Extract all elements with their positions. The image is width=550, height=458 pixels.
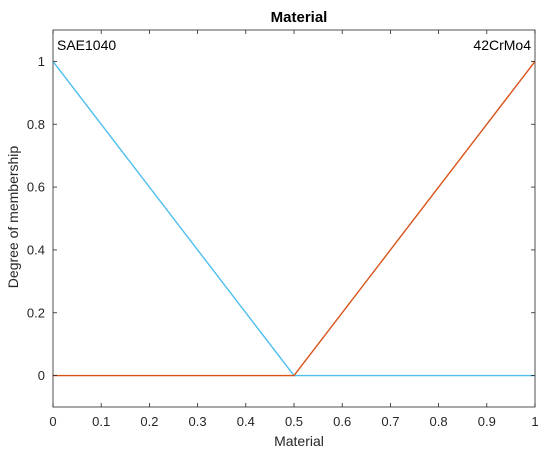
x-tick-label: 0.1 xyxy=(92,414,110,429)
y-axis-label: Degree of membership xyxy=(5,146,21,289)
mf-label-42crmo4: 42CrMo4 xyxy=(473,37,531,53)
y-tick-label: 1 xyxy=(38,54,45,69)
x-tick-label: 0.3 xyxy=(189,414,207,429)
series-line-42crmo4 xyxy=(53,60,536,377)
x-tick-label: 0.4 xyxy=(237,414,255,429)
x-tick-label: 0.5 xyxy=(285,414,303,429)
y-tick-label: 0 xyxy=(38,368,45,383)
y-tick-label: 0.8 xyxy=(27,117,45,132)
axes-box xyxy=(52,29,536,408)
y-tick-label: 0.4 xyxy=(27,242,45,257)
x-tick-label: 0.9 xyxy=(478,414,496,429)
x-tick-label: 0 xyxy=(49,414,56,429)
x-tick-label: 0.2 xyxy=(140,414,158,429)
x-tick-label: 0.6 xyxy=(333,414,351,429)
chart-title: Material xyxy=(271,9,328,26)
y-tick-label: 0.6 xyxy=(27,180,45,195)
x-axis-label: Material xyxy=(274,433,324,449)
y-tick-label: 0.2 xyxy=(27,305,45,320)
x-tick-label: 0.8 xyxy=(430,414,448,429)
x-tick-label: 1 xyxy=(531,414,538,429)
y-axis-ticks: 0 0.2 0.4 0.6 0.8 1 xyxy=(27,54,535,383)
mf-label-sae1040: SAE1040 xyxy=(57,37,116,53)
plot-area xyxy=(52,29,536,408)
x-tick-label: 0.7 xyxy=(381,414,399,429)
x-axis-ticks: 0 0.1 0.2 0.3 0.4 0.5 0.6 0.7 0.8 0.9 1 xyxy=(49,30,539,429)
